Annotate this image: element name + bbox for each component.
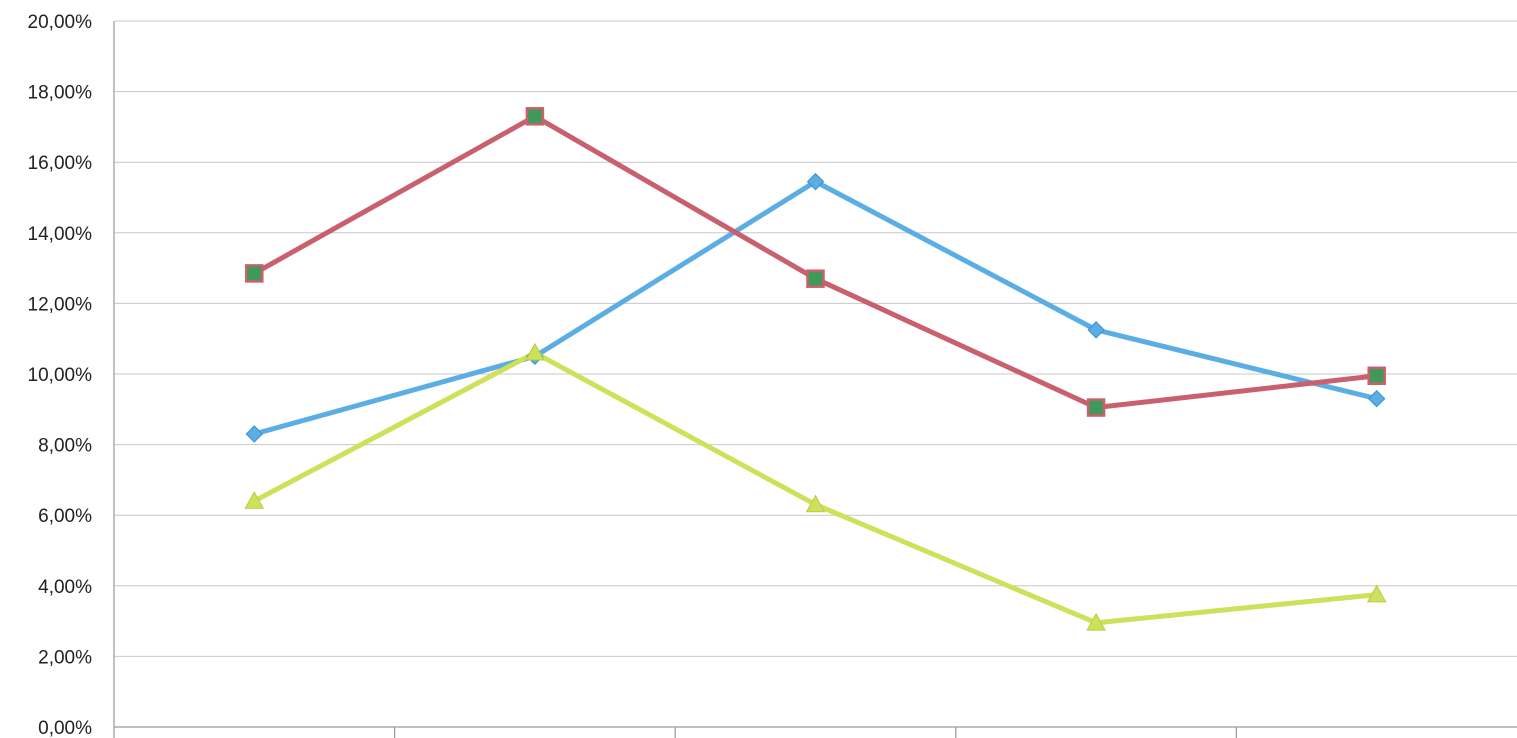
series-2-point bbox=[1367, 366, 1386, 386]
y-tick-label: 20,00% bbox=[28, 12, 93, 33]
series-layer bbox=[244, 107, 1387, 631]
y-tick-label: 6,00% bbox=[38, 506, 92, 527]
series-3-point bbox=[1086, 612, 1106, 631]
series-2-point bbox=[525, 107, 545, 126]
series-2-point bbox=[806, 269, 825, 288]
y-tick-label: 14,00% bbox=[28, 224, 93, 245]
y-tick-label: 18,00% bbox=[28, 83, 93, 104]
series-1-point bbox=[1087, 321, 1105, 339]
y-tick-label: 2,00% bbox=[38, 647, 92, 668]
y-tick-label: 16,00% bbox=[28, 153, 93, 174]
axis-layer: 0,00% 2,00% 4,00% 6,00% 8,00% 10,00% 12,00% 14,… bbox=[28, 12, 1517, 738]
series-3-point bbox=[1366, 584, 1387, 603]
y-tick-label: 8,00% bbox=[38, 436, 92, 457]
series-1-point bbox=[245, 425, 264, 443]
y-tick-label: 12,00% bbox=[28, 294, 93, 315]
series-2-point bbox=[245, 264, 264, 283]
y-tick-label: 0,00% bbox=[38, 718, 92, 738]
series-line-2 bbox=[251, 113, 1380, 411]
series-3-point bbox=[805, 494, 826, 513]
y-tick-label: 10,00% bbox=[28, 365, 93, 386]
series-2-point bbox=[1086, 398, 1106, 417]
series-3-point bbox=[244, 491, 265, 509]
y-tick-label: 4,00% bbox=[38, 577, 92, 598]
grid-layer bbox=[114, 20, 1517, 657]
series-1-point bbox=[1367, 390, 1386, 408]
series-1-point bbox=[806, 172, 825, 191]
series-3-point bbox=[525, 342, 545, 361]
